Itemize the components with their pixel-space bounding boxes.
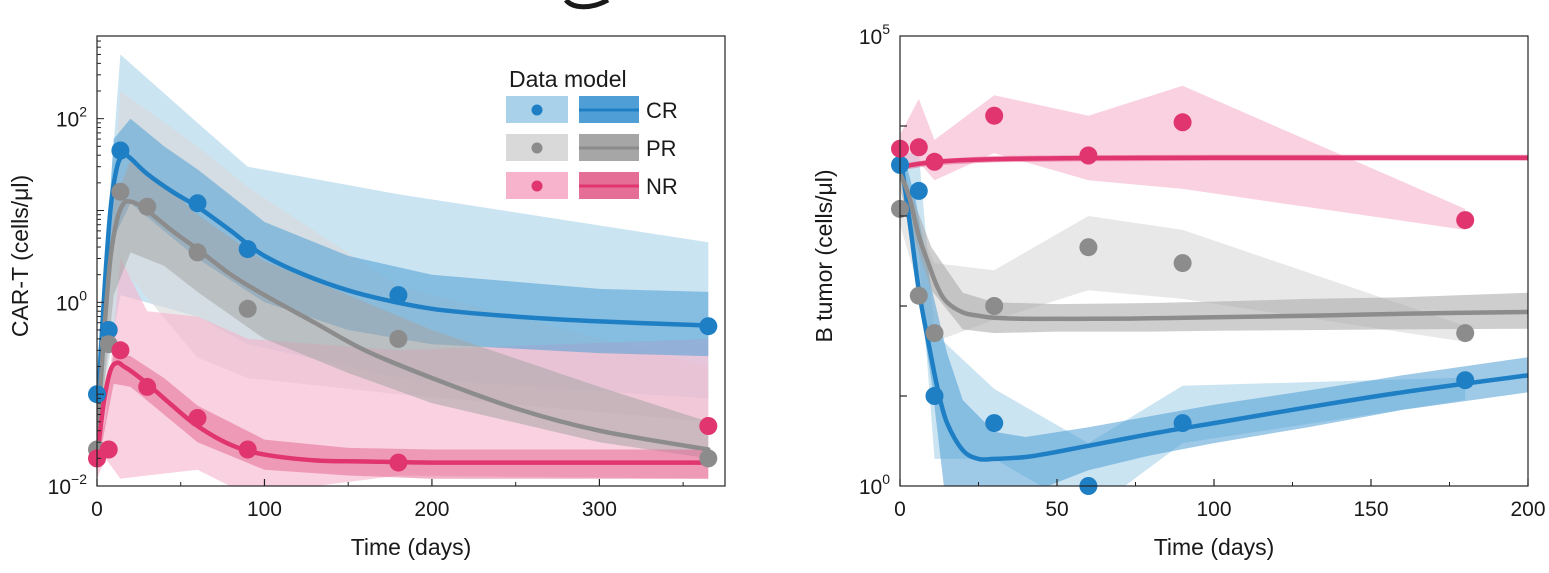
btumor-pr-point xyxy=(909,286,928,305)
btumor-x-label: Time (days) xyxy=(1154,534,1275,560)
cart-nr-point xyxy=(389,453,408,472)
cart-data-points xyxy=(88,141,718,472)
btumor-pr-point xyxy=(1173,254,1192,273)
cart-nr-point xyxy=(188,409,207,427)
btumor-model-lines xyxy=(900,150,1528,462)
btumor-pr-point xyxy=(925,324,944,343)
btumor-pr-model-line xyxy=(900,170,1528,322)
btumor-nr-point xyxy=(985,106,1004,125)
legend-cr-label: CR xyxy=(646,98,678,123)
cart-y-label: CAR-T (cells/μl) xyxy=(7,175,33,337)
btumor-pr-point xyxy=(1079,238,1098,257)
btumor-nr-point xyxy=(909,138,928,157)
cart-y-tick-label: 10−2 xyxy=(48,471,88,499)
btumor-cr-model-line xyxy=(900,150,1528,462)
cart-axes: 0 100 200 300 10−2 100 102 xyxy=(48,40,684,521)
btumor-x-tick-label: 100 xyxy=(1196,498,1231,521)
btumor-x-tick-label: 50 xyxy=(1045,498,1068,521)
cart-y-tick-label: 100 xyxy=(56,287,87,315)
cart-cr-point xyxy=(238,240,257,259)
btumor-y-label: B tumor (cells/μl) xyxy=(811,170,837,343)
cart-cr-point xyxy=(699,317,718,336)
cart-chart: 0 100 200 300 10−2 100 102 Time (days) CAR-T (… xyxy=(7,35,726,560)
btumor-pr-point xyxy=(985,297,1004,315)
cart-cr-model-band xyxy=(97,118,709,443)
btumor-cr-model-band xyxy=(900,139,1528,486)
legend-title: Data model xyxy=(509,66,627,92)
btumor-x-tick-label: 150 xyxy=(1353,498,1388,521)
cart-pr-model-line xyxy=(97,198,711,452)
cart-pr-model-band xyxy=(97,160,709,459)
cart-nr-model-line xyxy=(97,360,711,465)
btumor-x-tick-label: 200 xyxy=(1510,498,1545,521)
cart-nr-point xyxy=(699,417,718,435)
cart-x-tick-label: 200 xyxy=(414,498,449,521)
btumor-cr-point xyxy=(985,414,1004,433)
cart-x-tick-label: 300 xyxy=(582,498,617,521)
btumor-nr-point xyxy=(1079,146,1098,165)
cart-nr-point xyxy=(111,341,130,360)
btumor-nr-model-line xyxy=(900,155,1528,170)
cart-bands xyxy=(97,54,709,486)
cart-plot-frame xyxy=(96,35,726,487)
btumor-y-tick-label: 105 xyxy=(859,21,890,49)
legend-pr-data-dot xyxy=(531,142,543,154)
legend: Data model CR PR NR xyxy=(506,66,678,199)
btumor-x-tick-label: 0 xyxy=(894,498,906,521)
cart-pr-point xyxy=(699,449,718,468)
btumor-axes: 0 50 100 150 200 100 105 xyxy=(859,21,1546,521)
legend-entry-pr: PR xyxy=(506,134,677,161)
btumor-pr-point xyxy=(1456,324,1475,343)
top-fragment-shape xyxy=(564,0,610,10)
btumor-y-tick-label: 100 xyxy=(859,471,890,499)
cart-cr-point xyxy=(99,321,118,339)
cart-cr-point xyxy=(188,194,207,213)
legend-pr-label: PR xyxy=(646,136,677,161)
btumor-cr-point xyxy=(1173,414,1192,433)
btumor-pr-model-band xyxy=(900,161,1528,334)
legend-nr-data-dot xyxy=(531,180,543,192)
btumor-nr-point xyxy=(1456,211,1475,230)
cart-nr-point xyxy=(238,440,257,459)
cart-nr-point xyxy=(99,440,118,459)
btumor-nr-point xyxy=(1173,113,1192,132)
legend-entry-nr: NR xyxy=(506,172,678,199)
cart-pr-point xyxy=(389,329,408,348)
cart-cr-point xyxy=(389,286,408,305)
legend-cr-data-dot xyxy=(531,104,543,116)
legend-nr-label: NR xyxy=(646,174,678,199)
cart-x-tick-label: 100 xyxy=(247,498,282,521)
cart-cr-point xyxy=(111,141,130,160)
btumor-cr-point xyxy=(909,181,928,200)
cart-pr-point xyxy=(188,243,207,262)
cart-x-label: Time (days) xyxy=(351,534,472,560)
cart-y-tick-label: 102 xyxy=(56,104,87,132)
cart-x-tick-label: 0 xyxy=(91,498,103,521)
btumor-cr-point xyxy=(1456,371,1475,390)
cart-nr-point xyxy=(138,377,157,396)
cart-pr-point xyxy=(111,182,130,201)
btumor-nr-point xyxy=(925,152,944,171)
legend-entry-cr: CR xyxy=(506,96,678,123)
btumor-cr-point xyxy=(925,387,944,405)
cart-pr-point xyxy=(238,299,257,318)
btumor-chart: 0 50 100 150 200 100 105 Time (days) B tumor (… xyxy=(811,21,1546,560)
cart-pr-point xyxy=(138,197,157,216)
